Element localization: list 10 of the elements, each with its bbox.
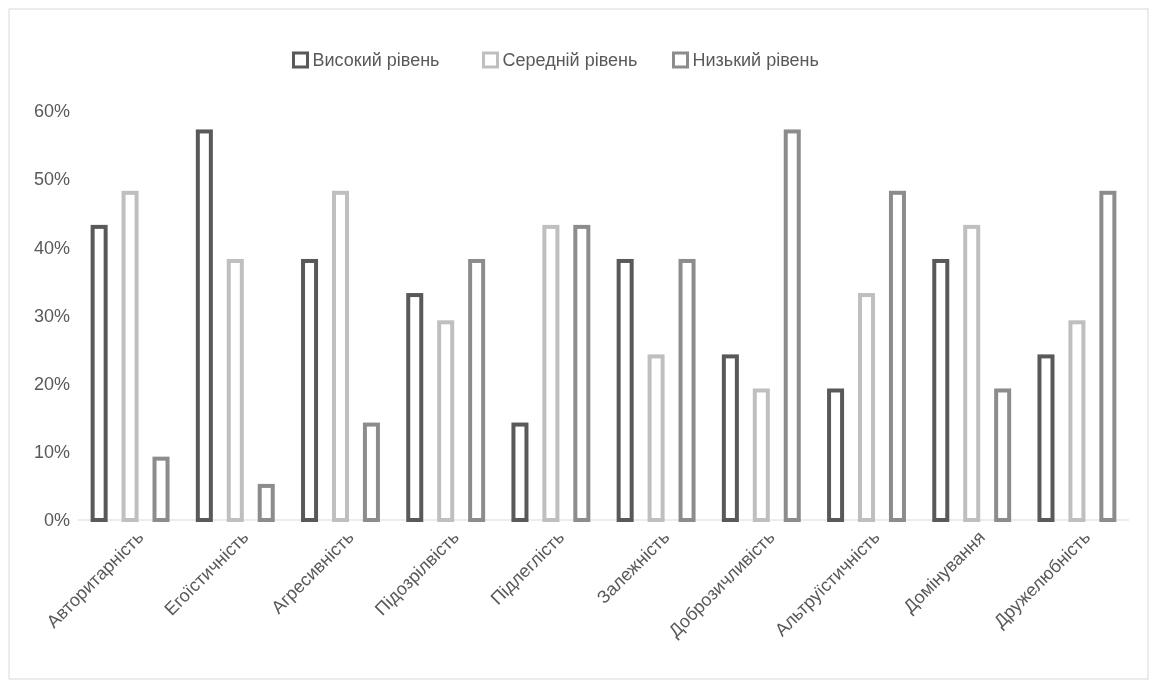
y-tick-label: 10%	[33, 442, 70, 463]
legend-label: Високий рівень	[312, 50, 440, 71]
legend-label: Низький рівень	[692, 50, 819, 71]
y-tick-label: 30%	[33, 305, 70, 326]
y-tick-label: 20%	[33, 373, 70, 394]
y-tick-label: 50%	[33, 169, 70, 190]
legend-label: Середній рівень	[502, 50, 638, 71]
y-tick-label: 40%	[33, 237, 70, 258]
y-tick-label: 60%	[33, 101, 70, 122]
y-tick-label: 0%	[43, 510, 70, 531]
